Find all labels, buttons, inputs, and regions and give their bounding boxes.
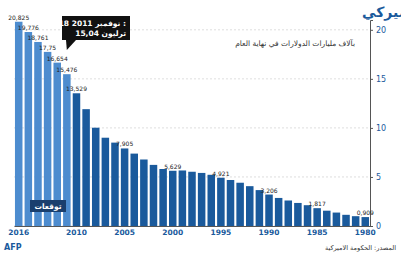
background bbox=[0, 0, 401, 254]
tick: 2000 bbox=[162, 226, 183, 237]
tick-mark bbox=[370, 177, 373, 178]
source: المصدر: الحكومة الاميركية bbox=[325, 244, 396, 252]
tick: 1985 bbox=[307, 226, 328, 237]
data-label: 15,476 bbox=[56, 66, 77, 73]
tick: 20 bbox=[370, 26, 386, 35]
tick-label: 1985 bbox=[307, 228, 328, 237]
bar bbox=[352, 216, 360, 226]
bar bbox=[333, 213, 341, 226]
data-label: 3,206 bbox=[260, 187, 277, 194]
bar bbox=[217, 178, 225, 226]
bar bbox=[44, 52, 52, 226]
bars bbox=[15, 22, 369, 226]
tick-label: 2010 bbox=[66, 228, 87, 237]
bar bbox=[362, 217, 370, 226]
bar bbox=[236, 183, 244, 226]
data-label: 17,75 bbox=[39, 44, 56, 51]
bar bbox=[323, 211, 331, 226]
bar bbox=[130, 154, 138, 226]
x-axis: 2016 2010 2005 2000 1995 1990 1985 1980 bbox=[8, 226, 375, 237]
data-label: 5,629 bbox=[164, 163, 181, 170]
tick: 15 bbox=[370, 75, 386, 84]
subtitle: بآلاف مليارات الدولارات في نهاية العام bbox=[235, 38, 355, 48]
bar bbox=[34, 42, 42, 226]
data-label: 19,776 bbox=[18, 24, 39, 31]
grid bbox=[14, 30, 370, 226]
bar bbox=[285, 200, 293, 226]
bar bbox=[73, 93, 81, 226]
bar bbox=[246, 186, 254, 226]
title: الدين الاميركي bbox=[362, 4, 401, 21]
bar bbox=[179, 170, 187, 226]
tick: 1995 bbox=[210, 226, 231, 237]
tick-mark bbox=[370, 30, 373, 31]
bar bbox=[159, 169, 167, 226]
y-axis: 0 5 10 15 20 bbox=[370, 21, 386, 232]
tick-label: 2005 bbox=[114, 228, 135, 237]
data-label: 18,761 bbox=[27, 34, 48, 41]
tick: 10 bbox=[370, 124, 386, 133]
bar bbox=[15, 22, 23, 226]
bar bbox=[304, 205, 312, 226]
tick: 2010 bbox=[66, 226, 87, 237]
bar bbox=[207, 175, 215, 226]
tick-label: 15 bbox=[376, 75, 386, 84]
bar bbox=[256, 190, 264, 226]
bar bbox=[92, 128, 100, 226]
data-labels: 20,825 19,776 18,761 17,75 16,654 15,476 13,52… bbox=[8, 14, 374, 216]
axis-line bbox=[371, 21, 374, 227]
annotation: 15,04 ترليون bbox=[75, 29, 126, 38]
data-label: 1,817 bbox=[309, 200, 326, 207]
bar bbox=[294, 203, 302, 226]
tick-label: 0 bbox=[376, 222, 381, 231]
annotation: توقعات bbox=[34, 202, 61, 211]
tick-label: 1990 bbox=[259, 228, 280, 237]
bar bbox=[121, 148, 129, 226]
bar bbox=[275, 198, 283, 226]
tick: 1990 bbox=[259, 226, 280, 237]
tick-label: 10 bbox=[376, 124, 386, 133]
logo: AFP bbox=[4, 243, 22, 252]
data-label: 4,921 bbox=[212, 170, 229, 177]
bar bbox=[25, 32, 33, 226]
bar bbox=[102, 138, 110, 226]
tick-mark bbox=[370, 79, 373, 80]
data-label: 7,905 bbox=[116, 140, 133, 147]
bar bbox=[111, 143, 119, 226]
tick-mark bbox=[370, 128, 373, 129]
tick: 2005 bbox=[114, 226, 135, 237]
annotation-pointer bbox=[66, 40, 76, 50]
data-label: 20,825 bbox=[8, 14, 29, 21]
bar bbox=[140, 159, 148, 226]
tick-label: 5 bbox=[376, 173, 381, 182]
tick-label: 1995 bbox=[210, 228, 231, 237]
tick-label: 2000 bbox=[162, 228, 183, 237]
data-label: 0,909 bbox=[357, 209, 374, 216]
bar bbox=[198, 173, 206, 226]
data-label: 16,654 bbox=[47, 55, 68, 62]
bar bbox=[313, 208, 321, 226]
tick-label: 2016 bbox=[8, 228, 29, 237]
bar bbox=[188, 172, 196, 226]
chart: 0 5 10 15 20 2016 2010 2005 2000 1995 1990 1985 1980… bbox=[0, 0, 401, 254]
tick: 1980 bbox=[355, 226, 376, 237]
bar bbox=[265, 195, 273, 226]
tick-label: 20 bbox=[376, 26, 386, 35]
bar bbox=[342, 215, 350, 226]
data-label: 13,529 bbox=[66, 85, 87, 92]
bar bbox=[150, 165, 158, 226]
tick: 2016 bbox=[8, 226, 29, 237]
bar bbox=[227, 180, 235, 226]
tick: 5 bbox=[370, 173, 381, 182]
axis-line bbox=[15, 226, 371, 227]
annotation: 18 نوفمبر 2011 : bbox=[59, 19, 126, 28]
annotation-box bbox=[30, 200, 66, 212]
tick-label: 1980 bbox=[355, 228, 376, 237]
bar bbox=[82, 109, 90, 226]
bar bbox=[169, 171, 177, 226]
